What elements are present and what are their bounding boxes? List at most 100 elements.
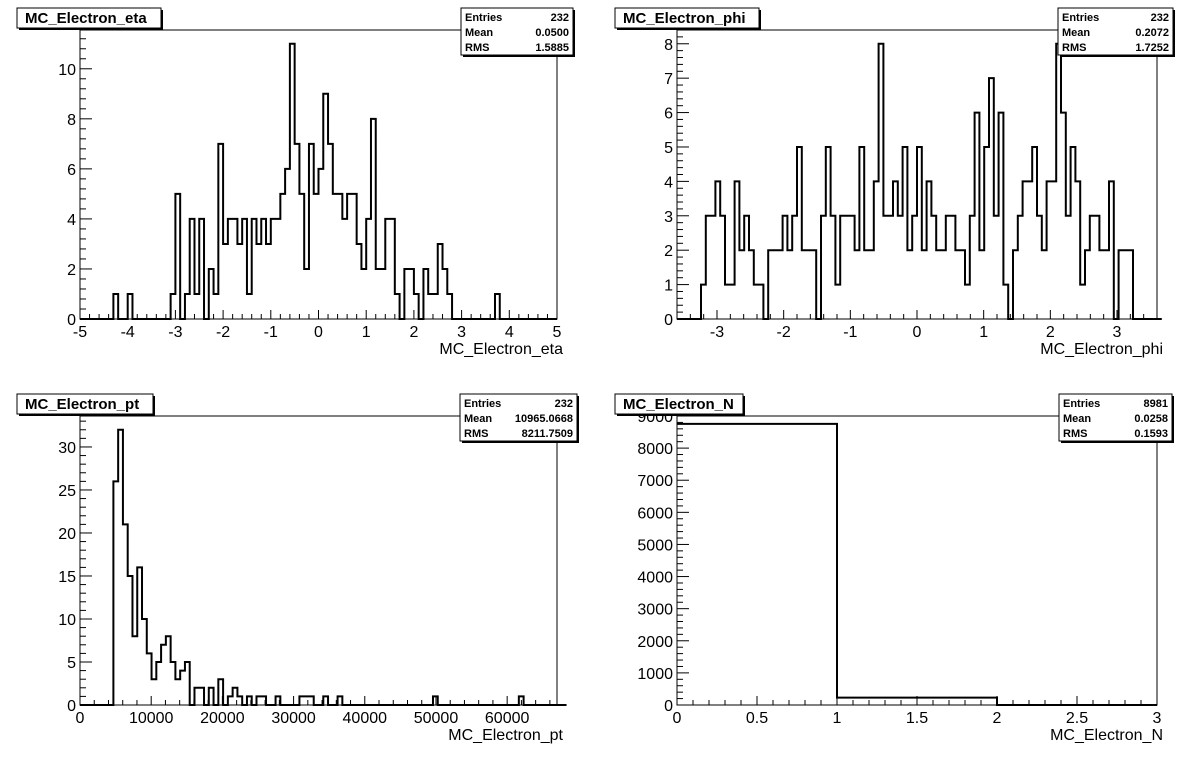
y-tick-label: 8000 (637, 441, 673, 458)
y-tick-label: 6 (664, 106, 673, 123)
stats-mean-value: 0.0500 (535, 27, 569, 39)
y-tick-label: 1000 (637, 666, 673, 683)
y-tick-label: 8 (67, 112, 76, 129)
x-tick-label: 0 (673, 710, 682, 727)
x-tick-label: 1 (979, 324, 988, 341)
x-axis-title: MC_Electron_phi (1040, 341, 1163, 358)
stats-box: Entries 232 Mean 0.0500 RMS 1.5885 (460, 7, 575, 57)
stats-box: Entries 232 Mean 10965.0668 RMS 8211.7509 (459, 393, 579, 443)
y-tick-label: 0 (67, 698, 76, 715)
stats-rms-label: RMS (1062, 42, 1086, 54)
y-tick-label: 2000 (637, 634, 673, 651)
histogram-title: MC_Electron_phi (623, 10, 746, 27)
histogram-line (80, 428, 567, 706)
y-tick-label: 5 (664, 140, 673, 157)
y-axis: 0 2 4 6 8 10 (58, 38, 92, 329)
x-axis: 0 10000 20000 30000 40000 50000 60000 (76, 696, 551, 727)
stats-rms-label: RMS (464, 428, 488, 440)
x-tick-label: 3 (1113, 324, 1122, 341)
x-tick-label: 2.5 (1066, 710, 1088, 727)
stats-frame (1058, 393, 1173, 442)
stats-entries-value: 232 (555, 398, 573, 410)
y-tick-label: 5 (67, 655, 76, 672)
x-tick-label: -5 (73, 324, 87, 341)
stats-mean-value: 0.2072 (1135, 27, 1169, 39)
stats-rms-label: RMS (1063, 428, 1087, 440)
stats-entries-value: 232 (551, 12, 569, 24)
x-tick-label: 1.5 (906, 710, 928, 727)
stats-rms-value: 8211.7509 (522, 428, 573, 440)
stats-rms-value: 0.1593 (1134, 428, 1168, 440)
stats-mean-label: Mean (465, 27, 493, 39)
title-frame (16, 7, 162, 29)
x-tick-label: 0 (913, 324, 922, 341)
y-tick-label: 15 (58, 569, 76, 586)
histogram-panel-4: 0 0.5 1 1.5 2 2.5 3 0 1000 2000 3000 4000 5000 6000 70… (614, 393, 1174, 744)
stats-rms-value: 1.7252 (1135, 42, 1169, 54)
x-tick-label: 1 (362, 324, 371, 341)
y-axis: 0 1 2 3 4 5 6 7 8 (664, 29, 689, 329)
x-tick-label: 3 (1153, 710, 1162, 727)
y-tick-label: 20 (58, 526, 76, 543)
x-tick-label: 1 (833, 710, 842, 727)
stats-frame (459, 393, 578, 442)
histogram-title: MC_Electron_N (623, 396, 734, 413)
stats-mean-label: Mean (1063, 413, 1091, 425)
stats-mean-label: Mean (464, 413, 492, 425)
stats-frame (460, 7, 574, 56)
x-tick-label: 0.5 (746, 710, 768, 727)
y-tick-label: 10 (58, 612, 76, 629)
x-axis-title: MC_Electron_pt (448, 727, 563, 744)
x-tick-label: 60000 (485, 710, 530, 727)
x-tick-label: -1 (843, 324, 857, 341)
histogram-title-box: MC_Electron_N (614, 393, 745, 416)
x-axis-title: MC_Electron_eta (439, 341, 563, 358)
plot-frame (676, 415, 1158, 706)
y-tick-label: 4 (67, 212, 76, 229)
y-tick-label: 5000 (637, 537, 673, 554)
histogram-line (677, 42, 1162, 320)
y-tick-label: 3 (664, 209, 673, 226)
histogram-title-box: MC_Electron_phi (614, 7, 761, 30)
y-tick-label: 4 (664, 174, 673, 191)
title-frame (16, 393, 154, 415)
y-tick-label: 25 (58, 483, 76, 500)
stats-entries-label: Entries (465, 12, 502, 24)
y-tick-label: 0 (67, 312, 76, 329)
x-tick-label: 0 (76, 710, 85, 727)
y-tick-label: 10 (58, 62, 76, 79)
x-tick-label: -3 (710, 324, 724, 341)
x-tick-label: -2 (777, 324, 791, 341)
x-tick-label: 50000 (414, 710, 459, 727)
y-tick-label: 4000 (637, 570, 673, 587)
y-tick-label: 0 (664, 698, 673, 715)
x-axis: -3 -2 -1 0 1 2 3 (676, 310, 1158, 341)
histogram-line (677, 422, 1157, 706)
histogram-title: MC_Electron_eta (25, 10, 147, 27)
x-tick-label: 2 (409, 324, 418, 341)
x-axis-title: MC_Electron_N (1050, 727, 1163, 744)
stats-rms-label: RMS (465, 42, 489, 54)
stats-entries-label: Entries (1063, 398, 1100, 410)
title-frame (614, 7, 760, 29)
stats-entries-label: Entries (464, 398, 501, 410)
stats-entries-label: Entries (1062, 12, 1099, 24)
histogram-title: MC_Electron_pt (25, 396, 139, 413)
y-tick-label: 2 (664, 243, 673, 260)
y-tick-label: 8 (664, 37, 673, 54)
x-tick-label: -2 (216, 324, 230, 341)
x-axis: 0 0.5 1 1.5 2 2.5 3 (673, 696, 1162, 727)
y-tick-label: 6 (67, 162, 76, 179)
x-tick-label: 2 (993, 710, 1002, 727)
y-axis: 0 5 10 15 20 25 30 (58, 420, 92, 715)
stats-frame (1057, 7, 1174, 56)
histogram-panel-1: -5 -4 -3 -2 -1 0 1 2 3 4 5 0 2 4 6 8 10 MC_Electron_eta MC… (16, 7, 575, 358)
y-tick-label: 1 (664, 278, 673, 295)
x-tick-label: -4 (121, 324, 135, 341)
stats-box: Entries 232 Mean 0.2072 RMS 1.7252 (1057, 7, 1175, 57)
y-tick-label: 0 (664, 312, 673, 329)
histogram-title-box: MC_Electron_pt (16, 393, 155, 416)
x-tick-label: 3 (457, 324, 466, 341)
